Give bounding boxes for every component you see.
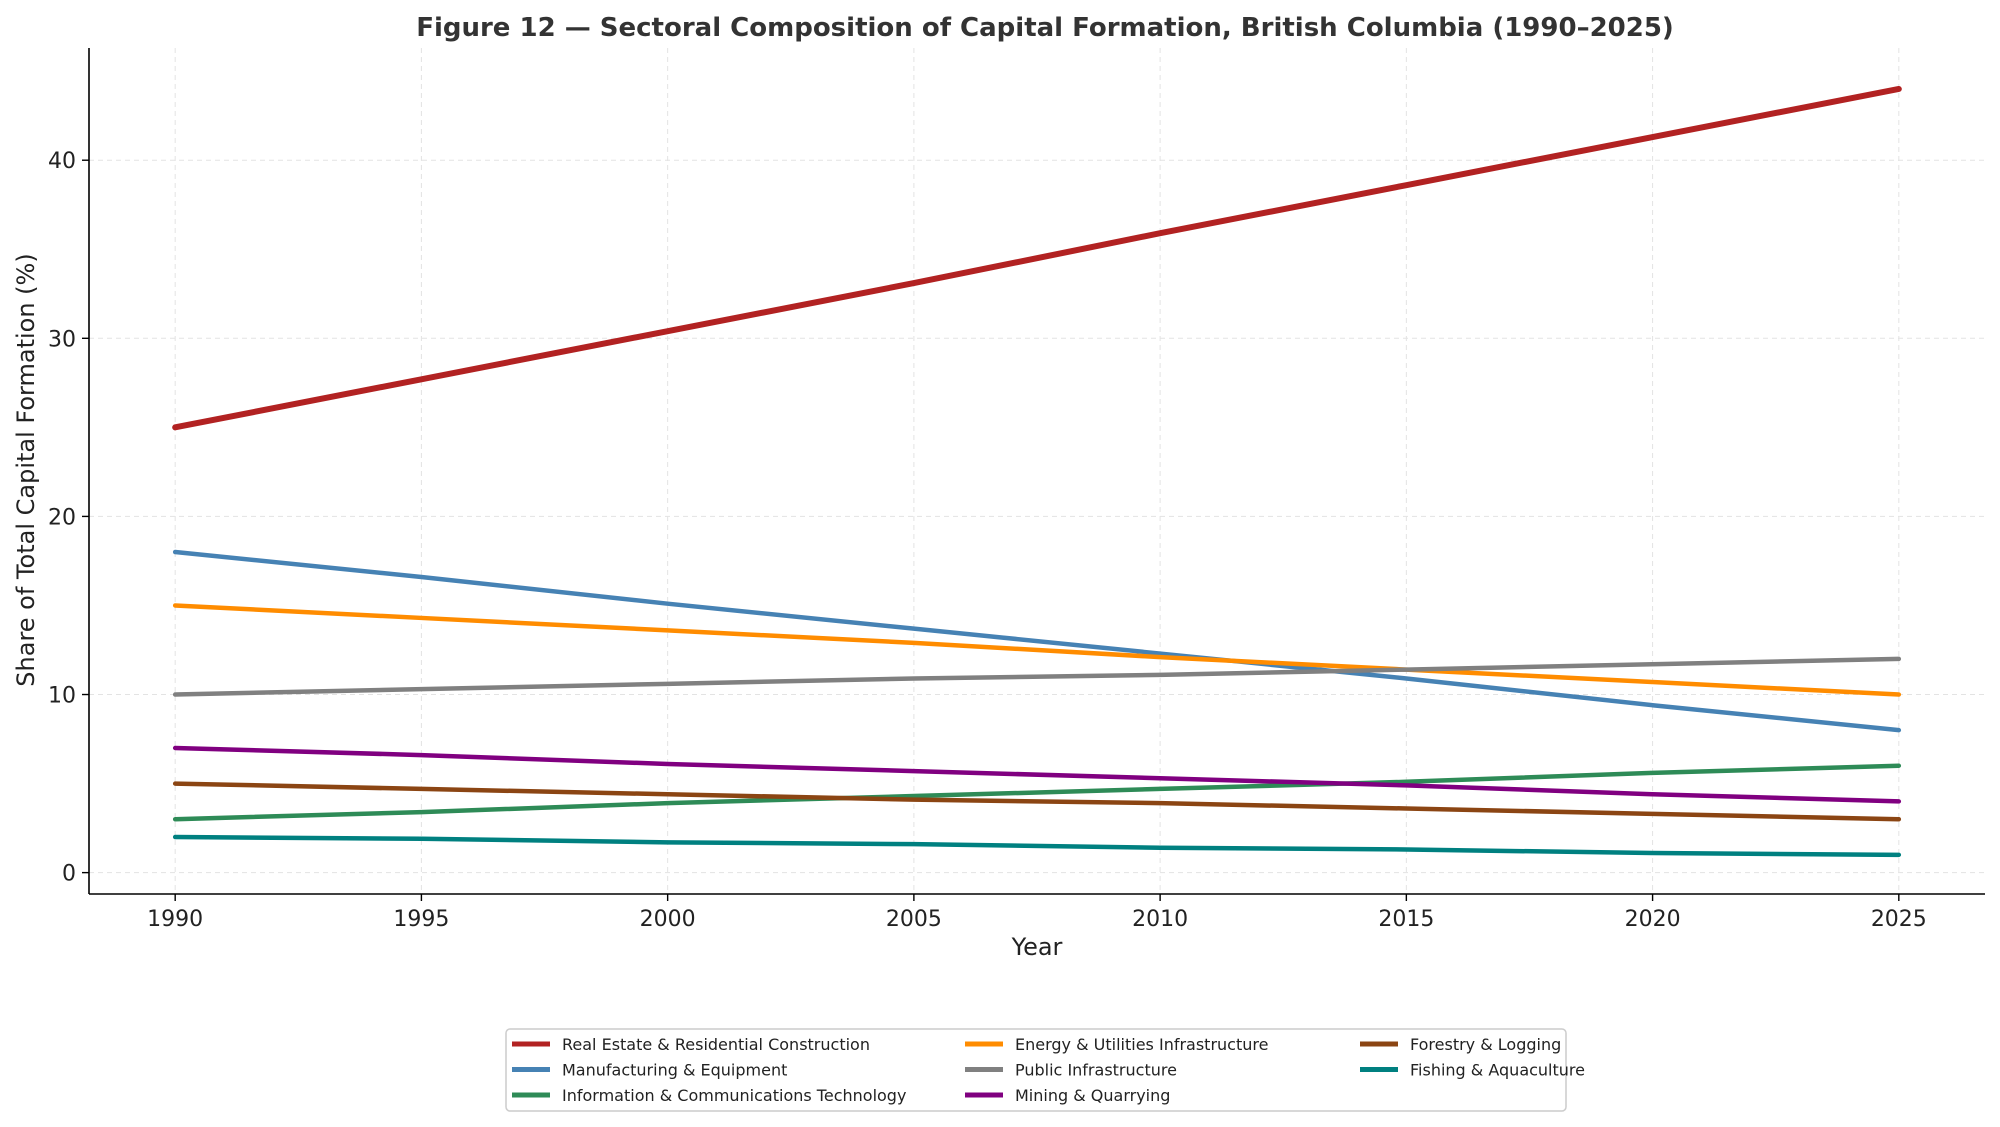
x-tick-label: 2025 xyxy=(1871,907,1927,932)
series-line-7 xyxy=(172,781,1902,822)
x-tick-label: 2005 xyxy=(886,907,942,932)
series-line-8 xyxy=(172,834,1902,858)
y-axis-label: Share of Total Capital Formation (%) xyxy=(12,253,40,686)
x-tick-label: 2015 xyxy=(1378,907,1434,932)
y-tick-label: 40 xyxy=(48,149,76,174)
x-tick-label: 2000 xyxy=(640,907,696,932)
axes xyxy=(88,48,1985,895)
legend-label: Fishing & Aquaculture xyxy=(1410,1061,1585,1080)
grid xyxy=(89,48,1985,894)
ticks: 1990 1995 2000 2005 2010 2015 2020 2025 0 10 20 30 4… xyxy=(48,149,1927,932)
legend: Real Estate & Residential Construction Ma… xyxy=(505,1028,1585,1112)
x-tick-label: 2010 xyxy=(1132,907,1188,932)
y-tick-label: 30 xyxy=(48,327,76,352)
series-line-5 xyxy=(172,656,1902,697)
series-line-6 xyxy=(172,745,1902,804)
legend-label: Forestry & Logging xyxy=(1410,1035,1561,1054)
y-tick-label: 20 xyxy=(48,505,76,530)
x-tick-label: 1990 xyxy=(147,907,203,932)
x-tick-label: 2020 xyxy=(1625,907,1681,932)
y-tick-label: 10 xyxy=(48,684,76,709)
legend-box xyxy=(505,1028,1567,1112)
y-tick-label: 0 xyxy=(62,862,76,887)
chart-title: Figure 12 — Sectoral Composition of Capi… xyxy=(416,13,1674,43)
legend-label: Energy & Utilities Infrastructure xyxy=(1015,1035,1268,1054)
legend-label: Mining & Quarrying xyxy=(1015,1086,1170,1105)
legend-label: Real Estate & Residential Construction xyxy=(562,1035,870,1054)
series-lines xyxy=(172,85,1902,858)
x-tick-label: 1995 xyxy=(393,907,449,932)
series-line-1 xyxy=(172,85,1902,431)
legend-label: Public Infrastructure xyxy=(1015,1061,1177,1080)
x-axis-label: Year xyxy=(1011,933,1063,961)
legend-label: Information & Communications Technology xyxy=(562,1086,906,1105)
legend-label: Manufacturing & Equipment xyxy=(562,1061,787,1080)
series-line-4 xyxy=(172,603,1902,697)
series-line-3 xyxy=(172,763,1902,822)
series-line-2 xyxy=(172,549,1902,733)
